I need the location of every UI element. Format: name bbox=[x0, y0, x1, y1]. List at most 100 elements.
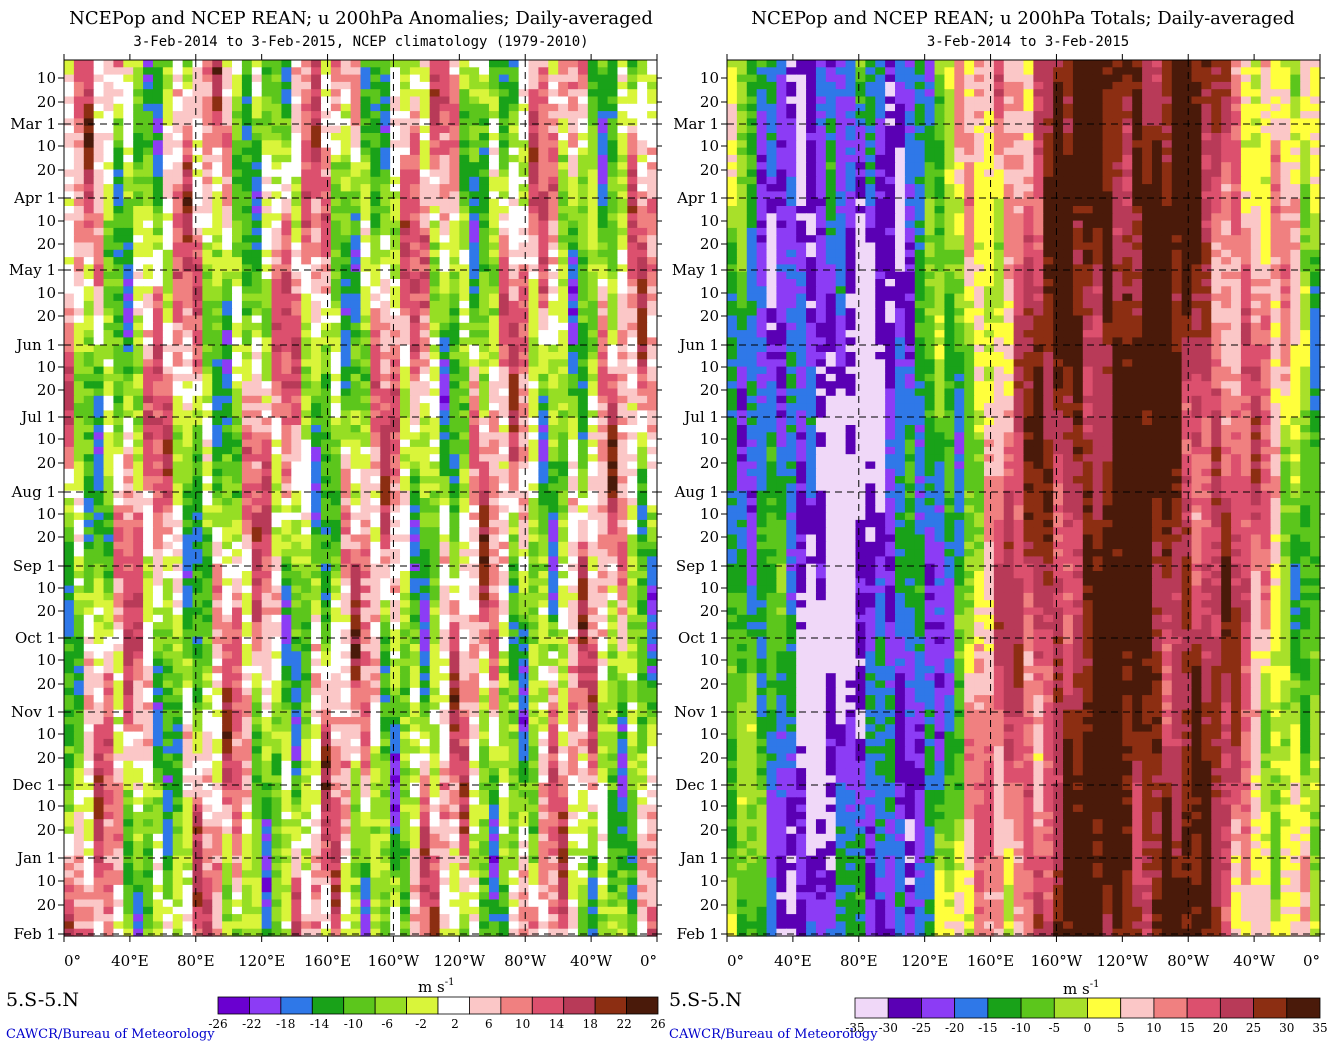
heatmap-cell bbox=[73, 541, 85, 550]
heatmap-cell bbox=[538, 366, 549, 375]
heatmap-cell bbox=[182, 636, 194, 645]
heatmap-cell bbox=[73, 330, 85, 338]
heatmap-cell bbox=[548, 534, 559, 543]
heatmap-cell bbox=[479, 366, 490, 375]
heatmap-cell bbox=[320, 118, 332, 127]
heatmap-cell bbox=[528, 89, 539, 98]
heatmap-cell bbox=[380, 629, 391, 638]
heatmap-cell bbox=[488, 483, 500, 492]
heatmap-cell bbox=[162, 432, 174, 441]
heatmap-cell bbox=[439, 534, 451, 543]
heatmap-cell bbox=[637, 614, 648, 623]
heatmap-cell bbox=[627, 111, 638, 119]
heatmap-cell bbox=[587, 366, 599, 375]
heatmap-cell bbox=[232, 658, 243, 667]
heatmap-cell bbox=[73, 563, 85, 572]
heatmap-cell bbox=[627, 622, 638, 630]
heatmap-cell bbox=[518, 607, 530, 616]
heatmap-cell bbox=[320, 227, 332, 236]
heatmap-cell bbox=[311, 629, 322, 638]
heatmap-cell bbox=[222, 74, 233, 83]
heatmap-cell bbox=[459, 257, 470, 265]
heatmap-cell bbox=[350, 169, 362, 178]
heatmap-cell bbox=[340, 235, 352, 244]
heatmap-cell bbox=[251, 227, 263, 236]
heatmap-cell bbox=[73, 103, 85, 112]
heatmap-cell bbox=[182, 534, 194, 543]
heatmap-cell bbox=[172, 534, 184, 543]
heatmap-cell bbox=[162, 133, 174, 141]
heatmap-cell bbox=[123, 242, 134, 251]
heatmap-cell bbox=[73, 198, 85, 207]
heatmap-cell bbox=[162, 541, 174, 550]
heatmap-cell bbox=[182, 446, 194, 455]
heatmap-cell bbox=[488, 636, 500, 645]
heatmap-cell bbox=[380, 206, 391, 214]
heatmap-cell bbox=[409, 614, 421, 623]
heatmap-cell bbox=[350, 271, 362, 280]
heatmap-cell bbox=[212, 315, 223, 324]
heatmap-cell bbox=[123, 556, 134, 565]
heatmap-cell bbox=[232, 74, 243, 83]
heatmap-cell bbox=[429, 468, 441, 477]
heatmap-cell bbox=[538, 388, 549, 397]
heatmap-cell bbox=[360, 89, 371, 98]
heatmap-cell bbox=[528, 154, 539, 163]
heatmap-cell bbox=[459, 644, 470, 652]
heatmap-cell bbox=[577, 519, 589, 528]
heatmap-cell bbox=[400, 454, 411, 463]
heatmap-cell bbox=[518, 622, 530, 630]
heatmap-cell bbox=[241, 432, 253, 441]
heatmap-cell bbox=[232, 67, 243, 76]
heatmap-cell bbox=[350, 483, 362, 492]
heatmap-cell bbox=[577, 629, 589, 638]
heatmap-cell bbox=[538, 264, 549, 273]
heatmap-cell bbox=[301, 527, 312, 536]
heatmap-cell bbox=[93, 89, 105, 98]
heatmap-cell bbox=[370, 432, 381, 441]
heatmap-cell bbox=[202, 264, 213, 273]
heatmap-cell bbox=[301, 264, 312, 273]
heatmap-cell bbox=[488, 395, 500, 404]
heatmap-cell bbox=[251, 381, 263, 390]
heatmap-cell bbox=[103, 644, 115, 652]
heatmap-cell bbox=[647, 636, 658, 645]
heatmap-cell bbox=[113, 629, 124, 638]
heatmap-cell bbox=[647, 476, 658, 484]
heatmap-cell bbox=[449, 541, 460, 550]
heatmap-cell bbox=[528, 279, 539, 287]
heatmap-cell bbox=[568, 468, 579, 477]
heatmap-cell bbox=[251, 67, 263, 76]
heatmap-cell bbox=[330, 147, 342, 156]
heatmap-cell bbox=[281, 425, 292, 433]
heatmap-cell bbox=[301, 184, 312, 192]
heatmap-cell bbox=[192, 446, 203, 455]
heatmap-cell bbox=[558, 235, 569, 244]
heatmap-cell bbox=[360, 133, 371, 141]
heatmap-cell bbox=[548, 446, 559, 455]
heatmap-cell bbox=[133, 140, 144, 149]
heatmap-cell bbox=[241, 176, 253, 185]
heatmap-cell bbox=[479, 352, 490, 360]
heatmap-cell bbox=[409, 468, 421, 477]
heatmap-cell bbox=[212, 527, 223, 536]
heatmap-cell bbox=[192, 388, 203, 397]
heatmap-cell bbox=[311, 81, 322, 90]
heatmap-cell bbox=[281, 169, 292, 178]
heatmap-cell bbox=[152, 162, 164, 171]
heatmap-cell bbox=[469, 176, 480, 185]
heatmap-cell bbox=[558, 191, 569, 200]
heatmap-cell bbox=[152, 454, 164, 463]
heatmap-cell bbox=[360, 169, 371, 178]
heatmap-cell bbox=[271, 381, 283, 390]
heatmap-cell bbox=[568, 67, 579, 76]
heatmap-cell bbox=[607, 300, 619, 309]
heatmap-cell bbox=[390, 417, 401, 426]
heatmap-cell bbox=[320, 549, 332, 557]
heatmap-cell bbox=[212, 600, 223, 609]
heatmap-cell bbox=[340, 169, 352, 178]
heatmap-cell bbox=[103, 461, 115, 470]
heatmap-cell bbox=[330, 549, 342, 557]
heatmap-cell bbox=[340, 96, 352, 105]
heatmap-cell bbox=[152, 300, 164, 309]
